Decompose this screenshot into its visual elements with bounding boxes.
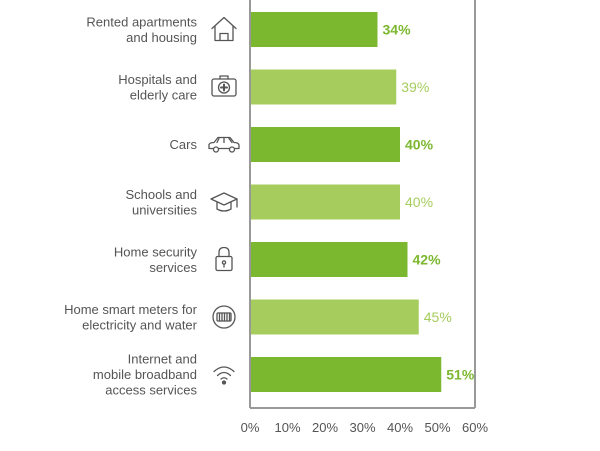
x-tick-label: 0% <box>241 420 260 435</box>
category-label: Cars <box>170 137 198 152</box>
bar <box>250 357 442 392</box>
bar <box>250 127 400 162</box>
category-label: Hospitals and elderly care <box>118 72 197 103</box>
x-tick-label: 50% <box>424 420 450 435</box>
x-tick-label: 30% <box>349 420 375 435</box>
x-tick-label: 60% <box>462 420 488 435</box>
bar <box>250 184 400 220</box>
bar <box>250 242 408 277</box>
category-icons <box>208 16 240 385</box>
smart-meter-icon <box>212 305 236 329</box>
x-tick-label: 10% <box>274 420 300 435</box>
bar <box>250 69 397 105</box>
house-icon <box>211 16 237 42</box>
category-label: Home smart meters for electricity and wat… <box>64 302 198 333</box>
category-labels: Rented apartments and housing Hospitals an… <box>64 14 198 397</box>
axes: 0% 10% 20% 30% 40% 50% 60% <box>241 0 488 435</box>
graduation-cap-icon <box>210 192 238 212</box>
value-label: 51% <box>446 367 475 383</box>
bar <box>250 299 419 335</box>
value-label: 34% <box>383 22 412 38</box>
x-tick-label: 40% <box>387 420 413 435</box>
value-label: 39% <box>401 79 429 95</box>
category-label: Internet and mobile broadband access servi… <box>93 352 198 398</box>
wifi-icon <box>213 366 235 385</box>
category-label: Schools and universities <box>125 187 197 218</box>
value-labels: 34% 39% 40% 40% 42% 45% 51% <box>383 22 475 383</box>
value-label: 40% <box>405 194 433 210</box>
value-label: 40% <box>405 137 434 153</box>
value-label: 42% <box>413 252 442 268</box>
category-label: Home security services <box>114 244 198 275</box>
padlock-icon <box>215 246 233 272</box>
x-tick-label: 20% <box>312 420 338 435</box>
car-icon <box>208 136 240 153</box>
value-label: 45% <box>424 309 452 325</box>
bars <box>250 12 442 392</box>
category-label: Rented apartments and housing <box>86 14 197 45</box>
bar <box>250 12 378 47</box>
medical-kit-icon <box>211 75 237 97</box>
